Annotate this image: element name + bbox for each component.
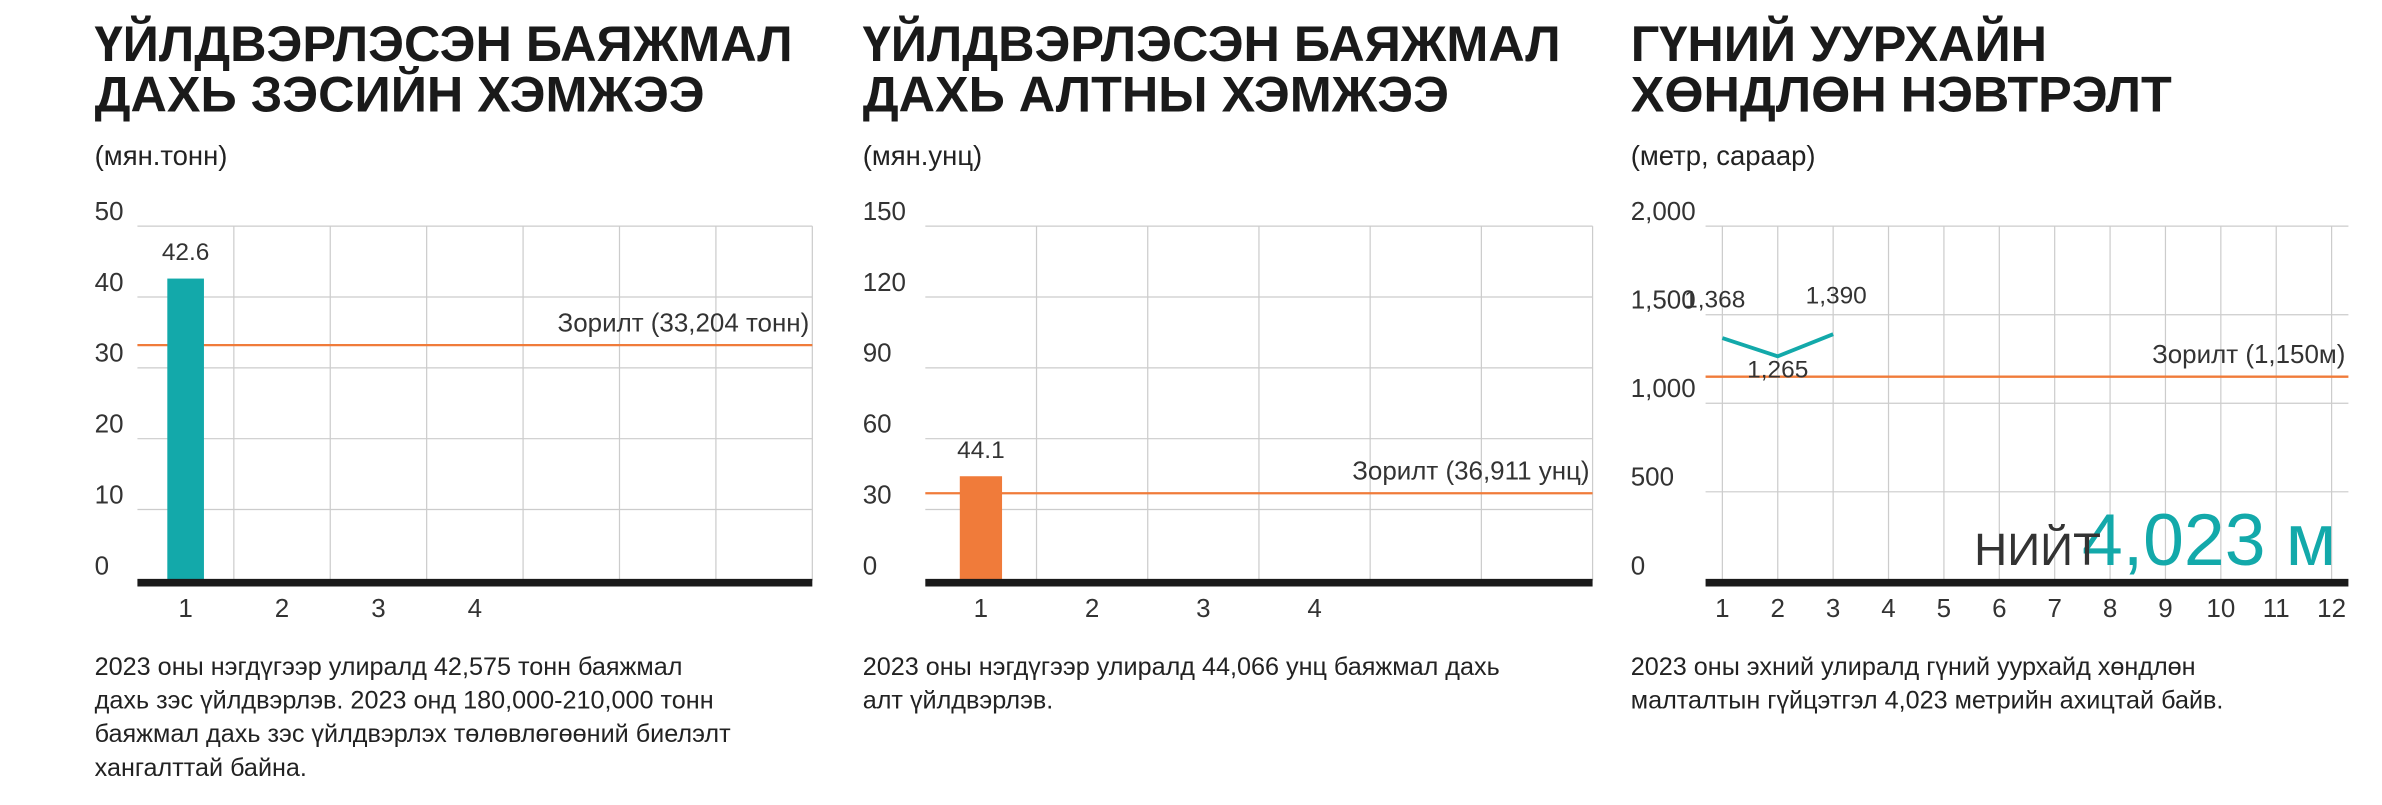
y-tick-label: 30: [863, 481, 892, 509]
description: дахь зэс үйлдвэрлэв. 2023 онд 180,000-21…: [95, 687, 714, 715]
x-tick-label: 5: [1937, 595, 1951, 623]
chart-subtitle: (мян.унц): [863, 140, 983, 171]
x-tick-label: 2: [275, 595, 289, 623]
chart-title: ҮЙЛДВЭРЛЭСЭН БАЯЖМАЛ: [95, 15, 793, 72]
y-tick-label: 120: [863, 269, 906, 297]
x-tick-label: 12: [2317, 595, 2346, 623]
y-tick-label: 0: [863, 552, 877, 580]
y-tick-label: 20: [95, 411, 124, 439]
chart-subtitle: (метр, сараар): [1631, 140, 1816, 171]
y-tick-label: 0: [1631, 552, 1645, 580]
value-label: 1,390: [1806, 283, 1867, 310]
value-label: 1,368: [1684, 287, 1745, 314]
value-label: 44.1: [957, 437, 1005, 464]
target-label: Зорилт (36,911 унц): [1352, 457, 1589, 485]
chart-title: ҮЙЛДВЭРЛЭСЭН БАЯЖМАЛ: [863, 15, 1561, 72]
description: хангалттай байна.: [95, 754, 307, 782]
x-tick-label: 8: [2103, 595, 2117, 623]
description: 2023 оны нэгдүгээр улиралд 44,066 унц ба…: [863, 653, 1500, 681]
x-tick-label: 3: [371, 595, 385, 623]
y-tick-label: 60: [863, 411, 892, 439]
bar: [167, 278, 204, 581]
chart-subtitle: (мян.тонн): [95, 140, 228, 171]
y-tick-label: 90: [863, 340, 892, 368]
total-prefix: НИЙТ: [1974, 523, 2101, 575]
value-label: 42.6: [162, 239, 210, 266]
y-tick-label: 2,000: [1631, 198, 1696, 226]
y-tick-label: 1,500: [1631, 287, 1696, 315]
y-tick-label: 0: [95, 552, 109, 580]
bar: [959, 476, 1003, 581]
x-tick-label: 1: [974, 595, 988, 623]
x-tick-label: 6: [1992, 595, 2006, 623]
x-tick-label: 11: [2263, 595, 2290, 623]
total-value: 4,023 м: [2082, 499, 2336, 581]
x-tick-label: 3: [1196, 595, 1210, 623]
target-label: Зорилт (1,150м): [2152, 341, 2345, 369]
chart-title: ХӨНДЛӨН НЭВТРЭЛТ: [1631, 66, 2172, 123]
x-tick-label: 4: [1881, 595, 1895, 623]
x-tick-label: 9: [2158, 595, 2172, 623]
chart-title: ДАХЬ ЗЭСИЙН ХЭМЖЭЭ: [95, 66, 705, 123]
x-tick-label: 4: [1307, 595, 1321, 623]
x-tick-label: 1: [178, 595, 192, 623]
chart-title: ДАХЬ АЛТНЫ ХЭМЖЭЭ: [863, 66, 1449, 123]
line: [1721, 332, 1834, 359]
x-tick-label: 2: [1771, 595, 1785, 623]
x-tick-label: 7: [2047, 595, 2061, 623]
y-tick-label: 1,000: [1631, 375, 1696, 403]
y-tick-label: 150: [863, 198, 906, 226]
target-label: Зорилт (33,204 тонн): [558, 309, 810, 337]
x-tick-label: 10: [2206, 595, 2235, 623]
x-tick-label: 3: [1826, 595, 1840, 623]
x-tick-label: 2: [1085, 595, 1099, 623]
y-tick-label: 10: [95, 481, 124, 509]
value-label: 1,265: [1747, 357, 1808, 384]
y-tick-label: 50: [95, 198, 124, 226]
description: 2023 оны эхний улиралд гүний уурхайд хөн…: [1631, 653, 2196, 681]
x-tick-label: 1: [1715, 595, 1729, 623]
description: 2023 оны нэгдүгээр улиралд 42,575 тонн б…: [95, 653, 683, 681]
chart-title: ГҮНИЙ УУРХАЙН: [1631, 15, 2047, 72]
description: алт үйлдвэрлэв.: [863, 687, 1054, 715]
x-tick-label: 4: [468, 595, 482, 623]
description: баяжмал дахь зэс үйлдвэрлэх төлөвлөгөөни…: [95, 720, 731, 748]
y-tick-label: 500: [1631, 464, 1674, 492]
y-tick-label: 40: [95, 269, 124, 297]
y-tick-label: 30: [95, 340, 124, 368]
description: малталтын гүйцэтгэл 4,023 метрийн ахицта…: [1631, 687, 2224, 715]
